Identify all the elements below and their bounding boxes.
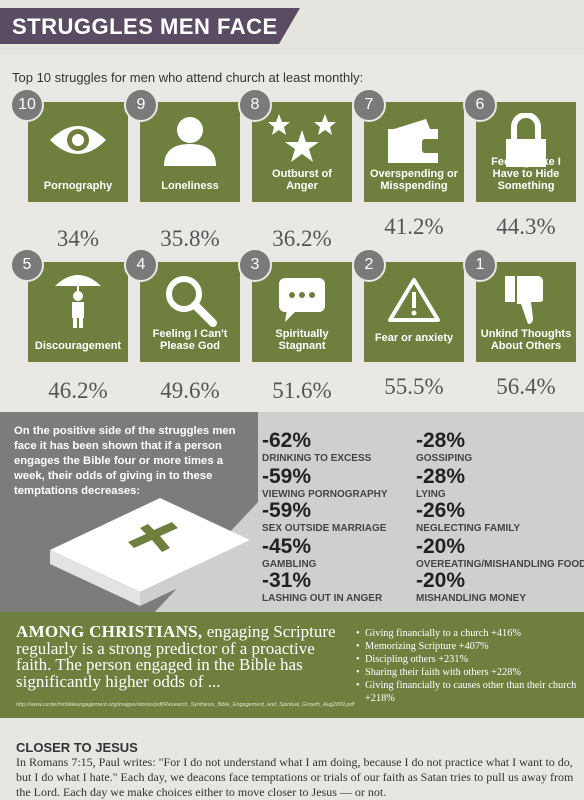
- struggle-percent: 51.6%: [272, 378, 332, 403]
- speech-bubble-icon: [252, 274, 352, 326]
- stat-item: -26% NEGLECTING FAMILY: [416, 500, 520, 535]
- stat-label: LASHING OUT IN ANGER: [262, 593, 383, 604]
- struggle-card-1: Unkind Thoughts About Others: [476, 262, 576, 362]
- struggle-percent: 49.6%: [160, 378, 220, 403]
- christians-body: engaging Scripture regularly is a strong…: [16, 622, 336, 691]
- closer-section: [0, 718, 584, 800]
- stat-value: -45%: [262, 535, 312, 558]
- rank-badge: 7: [352, 88, 386, 122]
- struggle-card-3: Spiritually Stagnant: [252, 262, 352, 362]
- stat-label: NEGLECTING FAMILY: [416, 523, 521, 534]
- rank-badge: 3: [238, 248, 272, 282]
- struggle-percent: 55.5%: [384, 374, 444, 399]
- stat-value: -26%: [416, 499, 466, 522]
- stat-item: -31% LASHING OUT IN ANGER: [262, 570, 382, 605]
- rank-badge: 4: [124, 248, 158, 282]
- rank-badge: 9: [124, 88, 158, 122]
- struggle-label: Feeling I Can't Please God: [152, 328, 228, 352]
- struggle-card-4: Feeling I Can't Please God: [140, 262, 240, 362]
- stat-item: -59% VIEWING PORNOGRAPHY: [262, 466, 388, 501]
- subtitle: Top 10 struggles for men who attend chur…: [12, 70, 364, 85]
- list-item: Memorizing Scripture +407%: [356, 640, 581, 653]
- struggle-label: Loneliness: [161, 180, 219, 192]
- stat-label: OVEREATING/MISHANDLING FOOD: [416, 559, 584, 570]
- stat-label: SEX OUTSIDE MARRIAGE: [262, 523, 387, 534]
- stat-value: -20%: [416, 535, 466, 558]
- struggle-card-10: Pornography: [28, 102, 128, 202]
- stat-value: -20%: [416, 569, 466, 592]
- rank-badge: 1: [463, 248, 497, 282]
- christians-lead: AMONG CHRISTIANS, engaging Scripture reg…: [16, 622, 346, 691]
- christians-bullets: Giving financially to a church +416% Mem…: [356, 627, 581, 705]
- struggle-label: Overspending or Misspending: [369, 168, 459, 192]
- stat-value: -28%: [416, 429, 466, 452]
- struggle-card-2: Fear or anxiety: [364, 262, 464, 362]
- stat-item: -20% MISHANDLING MONEY: [416, 570, 526, 605]
- stat-item: -28% GOSSIPING: [416, 430, 472, 465]
- closer-text: In Romans 7:15, Paul writes: "For I do n…: [16, 755, 574, 799]
- stat-value: -59%: [262, 465, 312, 488]
- struggle-label: Outburst of Anger: [272, 168, 332, 192]
- stat-label: GAMBLING: [262, 559, 317, 570]
- struggle-card-5: Discouragement: [28, 262, 128, 362]
- stat-item: -28% LYING: [416, 466, 465, 501]
- struggle-percent: 46.2%: [48, 378, 108, 403]
- wallet-icon: [364, 114, 464, 166]
- stat-item: -62% DRINKING TO EXCESS: [262, 430, 371, 465]
- umbrella-person-icon: [28, 274, 128, 328]
- struggle-percent: 35.8%: [160, 226, 220, 251]
- rank-badge: 5: [10, 248, 44, 282]
- stat-value: -59%: [262, 499, 312, 522]
- struggle-percent: 34%: [56, 226, 100, 251]
- list-item: Giving financially to a church +416%: [356, 627, 581, 640]
- stat-label: GOSSIPING: [416, 453, 473, 464]
- list-item: Giving financially to causes other than …: [356, 679, 581, 705]
- stat-label: LYING: [416, 489, 446, 500]
- struggle-label: Spiritually Stagnant: [275, 328, 329, 352]
- struggle-label: Unkind Thoughts About Others: [480, 328, 572, 352]
- bible-icon: [50, 498, 250, 606]
- christians-heading: AMONG CHRISTIANS,: [16, 622, 203, 641]
- eye-icon: [28, 114, 128, 166]
- rank-badge: 2: [352, 248, 386, 282]
- stat-item: -20% OVEREATING/MISHANDLING FOOD: [416, 536, 584, 571]
- struggle-percent: 44.3%: [496, 214, 556, 239]
- stat-label: VIEWING PORNOGRAPHY: [262, 489, 388, 500]
- thumbs-down-icon: [476, 274, 576, 326]
- struggle-percent: 36.2%: [272, 226, 332, 251]
- stat-label: MISHANDLING MONEY: [416, 593, 526, 604]
- title-bar: [0, 8, 300, 44]
- person-icon: [140, 114, 240, 166]
- stat-value: -62%: [262, 429, 312, 452]
- rank-badge: 10: [10, 88, 44, 122]
- stat-item: -45% GAMBLING: [262, 536, 316, 571]
- lock-icon: [476, 113, 576, 167]
- stat-label: DRINKING TO EXCESS: [262, 453, 372, 464]
- rank-badge: 8: [238, 88, 272, 122]
- struggle-card-7: Overspending or Misspending: [364, 102, 464, 202]
- list-item: Sharing their faith with others +228%: [356, 666, 581, 679]
- warning-icon: [364, 274, 464, 326]
- stat-value: -31%: [262, 569, 312, 592]
- struggle-card-9: Loneliness: [140, 102, 240, 202]
- struggle-percent: 56.4%: [496, 374, 556, 399]
- stars-icon: [252, 114, 352, 166]
- rank-badge: 6: [463, 88, 497, 122]
- struggle-percent: 41.2%: [384, 214, 444, 239]
- bible-section-text: On the positive side of the struggles me…: [14, 425, 236, 497]
- struggle-label: Discouragement: [34, 340, 122, 352]
- magnifier-icon: [140, 274, 240, 327]
- page-title: STRUGGLES MEN FACE: [12, 14, 278, 39]
- struggle-card-8: Outburst of Anger: [252, 102, 352, 202]
- struggle-label: Feeling Like I Have to Hide Something: [491, 156, 561, 192]
- struggle-label: Fear or anxiety: [374, 332, 454, 344]
- struggle-card-6: Feeling Like I Have to Hide Something: [476, 102, 576, 202]
- source-url: http://www.centerforbibleengagement.org/…: [16, 702, 355, 708]
- list-item: Discipling others +231%: [356, 653, 581, 666]
- closer-heading: CLOSER TO JESUS: [16, 740, 138, 755]
- struggle-label: Pornography: [43, 180, 113, 192]
- stat-value: -28%: [416, 465, 466, 488]
- stat-item: -59% SEX OUTSIDE MARRIAGE: [262, 500, 386, 535]
